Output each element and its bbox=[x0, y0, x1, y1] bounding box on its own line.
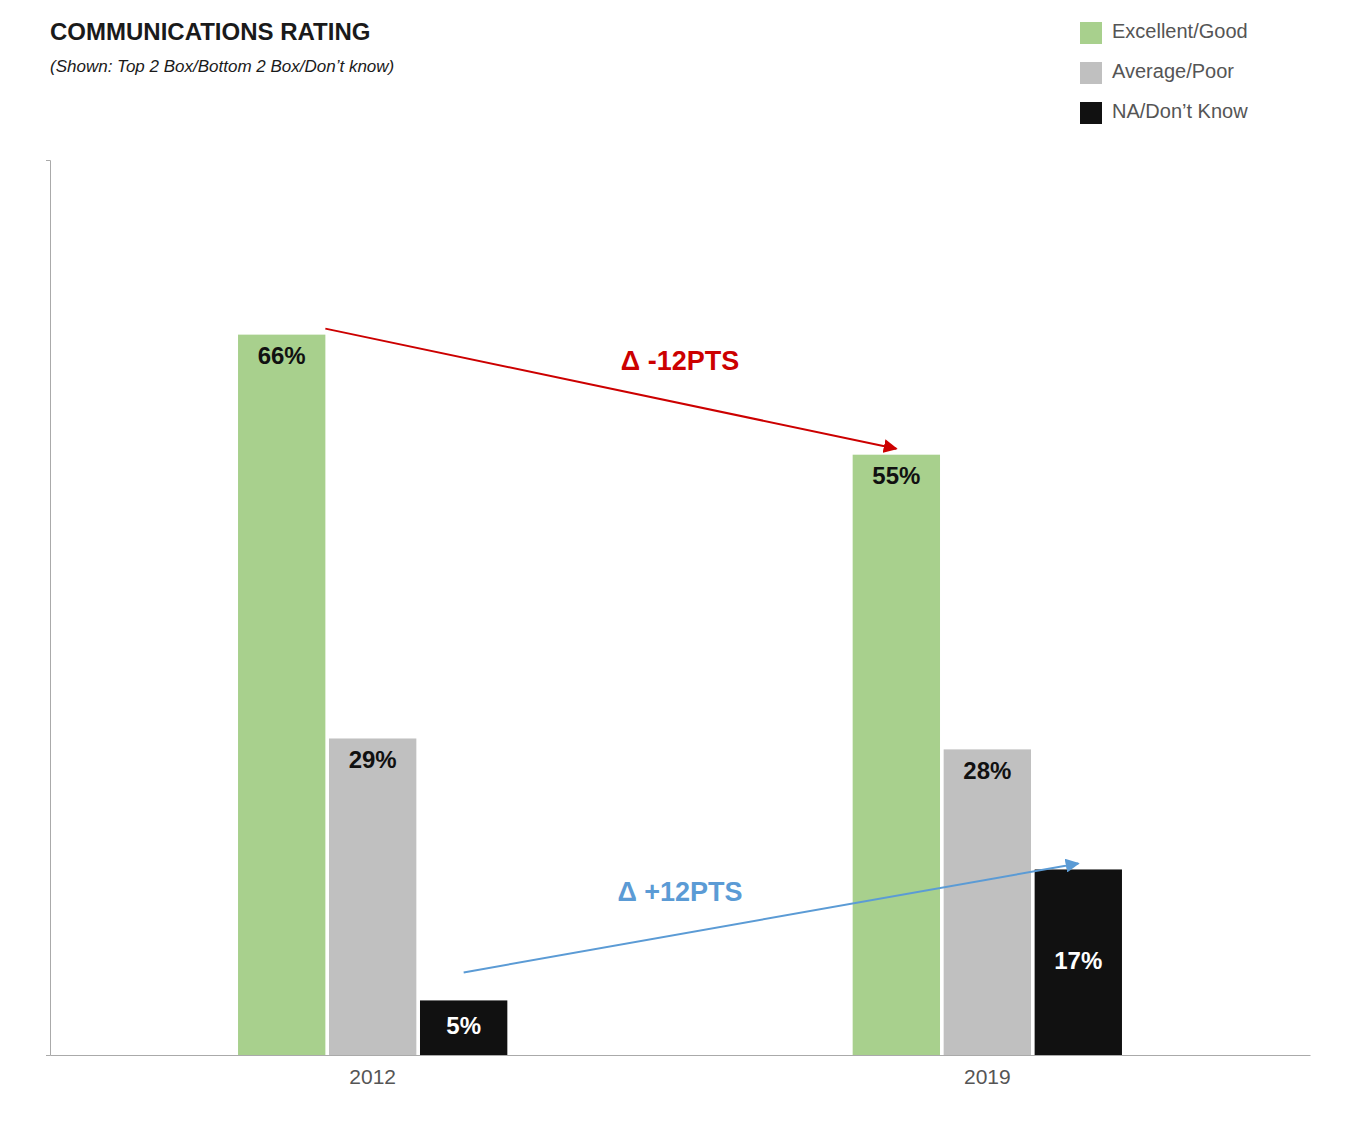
legend-item: Excellent/Good bbox=[1080, 20, 1248, 44]
y-axis bbox=[46, 161, 51, 1056]
x-axis: 2012 2019 bbox=[51, 1055, 1311, 1088]
bars bbox=[238, 335, 1122, 1055]
annotation-arrow bbox=[325, 329, 896, 449]
legend-item: Average/Poor bbox=[1080, 60, 1234, 84]
legend: Excellent/Good Average/Poor NA/Don’t Know bbox=[1080, 20, 1248, 124]
legend-item: NA/Don’t Know bbox=[1080, 100, 1248, 124]
legend-label: Average/Poor bbox=[1112, 60, 1234, 82]
legend-label: Excellent/Good bbox=[1112, 20, 1248, 42]
data-label: 66% bbox=[258, 342, 306, 369]
legend-label: NA/Don’t Know bbox=[1112, 100, 1248, 122]
annotation: Δ +12PTS bbox=[617, 877, 742, 907]
chart: COMMUNICATIONS RATING (Shown: Top 2 Box/B… bbox=[0, 0, 1350, 1135]
bar bbox=[329, 738, 416, 1055]
annotations: Δ -12PTS Δ +12PTS bbox=[325, 329, 1078, 973]
legend-swatch bbox=[1080, 22, 1102, 44]
data-labels: 66% 55% 29% 28% 5% 17% bbox=[258, 342, 1103, 1039]
bar bbox=[420, 1000, 507, 1055]
x-tick-label: 2019 bbox=[964, 1065, 1011, 1088]
data-label: 5% bbox=[446, 1012, 481, 1039]
x-tick: 2012 bbox=[349, 1055, 396, 1088]
x-tick: 2019 bbox=[964, 1055, 1011, 1088]
data-label: 29% bbox=[349, 746, 397, 773]
legend-swatch bbox=[1080, 102, 1102, 124]
data-label: 55% bbox=[872, 462, 920, 489]
bar bbox=[1035, 869, 1122, 1055]
title: COMMUNICATIONS RATING bbox=[50, 18, 370, 45]
bar bbox=[853, 455, 940, 1055]
data-label: 28% bbox=[963, 757, 1011, 784]
x-tick-label: 2012 bbox=[349, 1065, 396, 1088]
annotation-arrow bbox=[464, 863, 1079, 972]
bar bbox=[238, 335, 325, 1055]
legend-swatch bbox=[1080, 62, 1102, 84]
data-label: 17% bbox=[1054, 947, 1102, 974]
y-axis-line bbox=[46, 161, 51, 1056]
annotation: Δ -12PTS bbox=[621, 346, 739, 376]
bar bbox=[944, 749, 1031, 1055]
x-axis-line bbox=[51, 1055, 1311, 1056]
subtitle: (Shown: Top 2 Box/Bottom 2 Box/Don’t kno… bbox=[50, 57, 394, 76]
